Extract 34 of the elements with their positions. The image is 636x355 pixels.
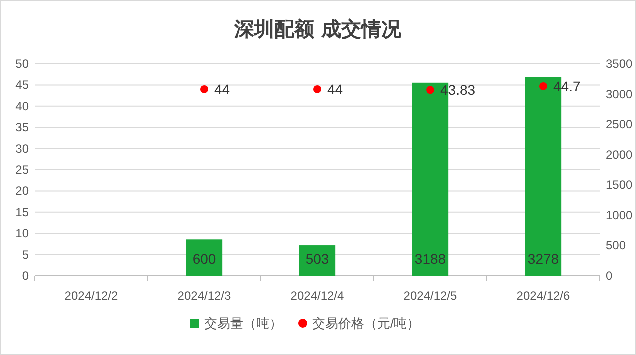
- y-tick-label: 5: [22, 248, 30, 262]
- data-label: 3278: [528, 251, 560, 267]
- x-tick-label: 2024/12/5: [404, 289, 458, 303]
- legend-label: 交易量（吨）: [204, 316, 282, 331]
- bar: [186, 240, 223, 276]
- y2-tick-label: 3000: [606, 87, 634, 102]
- y-tick-label: 10: [16, 226, 30, 241]
- y-tick-label: 30: [16, 142, 30, 156]
- y-tick-label: 15: [16, 205, 30, 220]
- y-tick-label: 20: [16, 184, 30, 198]
- y2-tick-label: 0: [606, 269, 613, 283]
- x-tick-label: 2024/12/4: [290, 289, 345, 303]
- data-label: 503: [306, 251, 330, 267]
- data-label: 44: [328, 81, 344, 98]
- chart-title: 深圳配额 成交情况: [234, 17, 402, 41]
- data-label: 3188: [414, 251, 446, 267]
- legend-label: 交易价格（元/吨）: [312, 316, 420, 331]
- y-tick-label: 25: [16, 163, 30, 177]
- y-tick-label: 40: [16, 99, 30, 114]
- y2-tick-label: 2500: [606, 118, 634, 132]
- data-label: 44: [214, 81, 230, 98]
- y2-tick-label: 500: [606, 238, 626, 253]
- y-tick-label: 50: [16, 57, 30, 71]
- y-tick-label: 45: [16, 78, 30, 92]
- x-tick-label: 2024/12/6: [516, 289, 571, 303]
- x-tick-label: 2024/12/3: [178, 289, 232, 303]
- y2-tick-label: 3500: [606, 57, 634, 71]
- y2-tick-label: 1500: [606, 178, 634, 192]
- y2-tick-label: 1000: [606, 208, 634, 222]
- data-label: 600: [192, 251, 216, 267]
- y-tick-label: 35: [16, 120, 30, 135]
- y-tick-label: 0: [22, 269, 30, 283]
- x-tick-label: 2024/12/2: [64, 289, 119, 303]
- y2-tick-label: 2000: [606, 148, 634, 162]
